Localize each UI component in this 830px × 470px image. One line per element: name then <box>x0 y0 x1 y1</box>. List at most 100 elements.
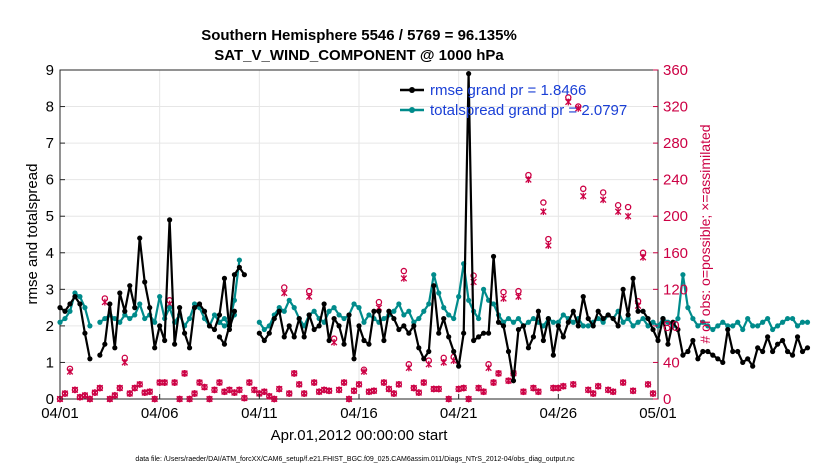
totalspread-point <box>401 312 407 318</box>
obs-assimilated-marker <box>520 388 527 396</box>
rmse-point <box>804 345 811 351</box>
obs-assimilated-marker <box>495 370 502 377</box>
rmse-point <box>391 315 397 322</box>
rmse-point <box>680 352 686 358</box>
rmse-point <box>695 356 701 362</box>
obs-assimilated-marker <box>111 391 119 399</box>
totalspread-point <box>117 319 123 325</box>
totalspread-point <box>630 323 636 329</box>
obs-assimilated-marker <box>550 384 557 392</box>
chart-subtitle: SAT_V_WIND_COMPONENT @ 1000 hPa <box>214 47 504 64</box>
rmse-point <box>221 341 228 347</box>
obs-assimilated-marker <box>81 391 89 399</box>
y2-axis-label: # of obs: o=possible; ×=assimilated <box>697 124 713 343</box>
rmse-point <box>276 308 282 314</box>
obs-assimilated-marker <box>505 377 512 385</box>
totalspread-point <box>500 319 507 325</box>
x-tick-label: 04/26 <box>540 405 578 422</box>
obs-assimilated-marker <box>490 379 497 386</box>
rmse-point <box>77 301 83 307</box>
rmse-point <box>211 326 218 333</box>
obs-assimilated-marker <box>395 380 403 388</box>
obs-assimilated-marker <box>285 390 293 397</box>
obs-assimilated-marker <box>191 390 198 397</box>
rmse-point <box>306 312 312 318</box>
obs-assimilated-marker <box>604 386 612 394</box>
obs-possible-marker <box>500 288 507 296</box>
obs-possible-marker <box>545 235 552 243</box>
rmse-point <box>540 337 546 344</box>
rmse-point <box>595 308 601 314</box>
obs-assimilated-marker <box>649 390 657 397</box>
rmse-point <box>480 330 487 336</box>
obs-assimilated-marker <box>584 386 592 394</box>
right-y-axis: 0 40 80 120 160 200 240 280 320 360 <box>653 62 688 408</box>
totalspread-point <box>690 315 696 322</box>
totalspread-point <box>336 312 342 318</box>
obs-assimilated-marker <box>186 395 193 403</box>
obs-assimilated-marker <box>325 387 333 395</box>
obs-assimilated-marker <box>271 395 278 403</box>
obs-assimilated-marker <box>136 380 143 388</box>
totalspread-point <box>291 305 297 311</box>
obs-possible-marker <box>580 185 587 193</box>
totalspread-point <box>366 312 372 318</box>
obs-assimilated-marker <box>241 394 248 402</box>
obs-assimilated-marker <box>221 388 228 396</box>
rmse-point <box>650 326 656 333</box>
totalspread-point <box>550 319 556 325</box>
totalspread-point <box>436 290 442 296</box>
totalspread-point <box>466 297 472 303</box>
y2-tick-label: 120 <box>663 281 688 298</box>
obs-assimilated-marker <box>315 388 323 396</box>
rmse-point <box>789 352 796 358</box>
totalspread-point <box>645 323 651 329</box>
rmse-point <box>281 334 287 340</box>
rmse-point <box>361 337 367 344</box>
y-tick-label: 0 <box>46 391 54 408</box>
rmse-point <box>87 356 93 362</box>
obs-assimilated-marker <box>251 386 258 394</box>
rmse-point <box>401 323 407 329</box>
rmse-point <box>326 337 332 344</box>
rmse-point <box>102 341 108 347</box>
totalspread-point <box>391 308 397 314</box>
obs-assimilated-marker <box>644 380 652 388</box>
obs-assimilated-marker <box>141 389 148 397</box>
totalspread-point <box>256 319 262 325</box>
rmse-point <box>346 312 352 318</box>
rmse-point <box>525 345 532 351</box>
obs-possible-marker <box>400 267 408 275</box>
rmse-point <box>505 348 512 355</box>
rmse-point <box>177 305 183 311</box>
totalspread-point <box>142 315 148 322</box>
totalspread-point <box>191 301 198 307</box>
obs-assimilated-marker <box>445 395 452 403</box>
x-tick-label: 04/21 <box>440 405 478 422</box>
rmse-point <box>610 315 616 322</box>
x-axis-label: Apr.01,2012 00:00:00 start <box>271 427 449 444</box>
totalspread-point <box>451 315 457 322</box>
x-tick-label: 04/01 <box>41 405 79 422</box>
totalspread-point <box>406 308 412 314</box>
rmse-point <box>311 326 317 333</box>
rmse-point <box>605 312 611 318</box>
rmse-point <box>500 323 507 329</box>
totalspread-point <box>446 312 452 318</box>
rmse-point <box>535 308 542 314</box>
rmse-point <box>600 315 606 322</box>
totalspread-point <box>152 319 158 325</box>
rmse-point <box>570 308 576 314</box>
obs-assimilated-marker <box>594 382 602 390</box>
rmse-point <box>471 337 477 344</box>
rmse-point <box>196 301 203 307</box>
totalspread-point <box>77 294 83 300</box>
totalspread-point <box>725 323 731 329</box>
obs-assimilated-marker <box>280 289 288 297</box>
obs-assimilated-marker <box>405 364 413 372</box>
totalspread-point <box>789 315 796 322</box>
x-axis: 04/01 04/06 04/11 04/16 04/21 04/26 05/01 <box>41 394 677 422</box>
rmse-point <box>700 348 706 355</box>
totalspread-point <box>750 323 756 329</box>
